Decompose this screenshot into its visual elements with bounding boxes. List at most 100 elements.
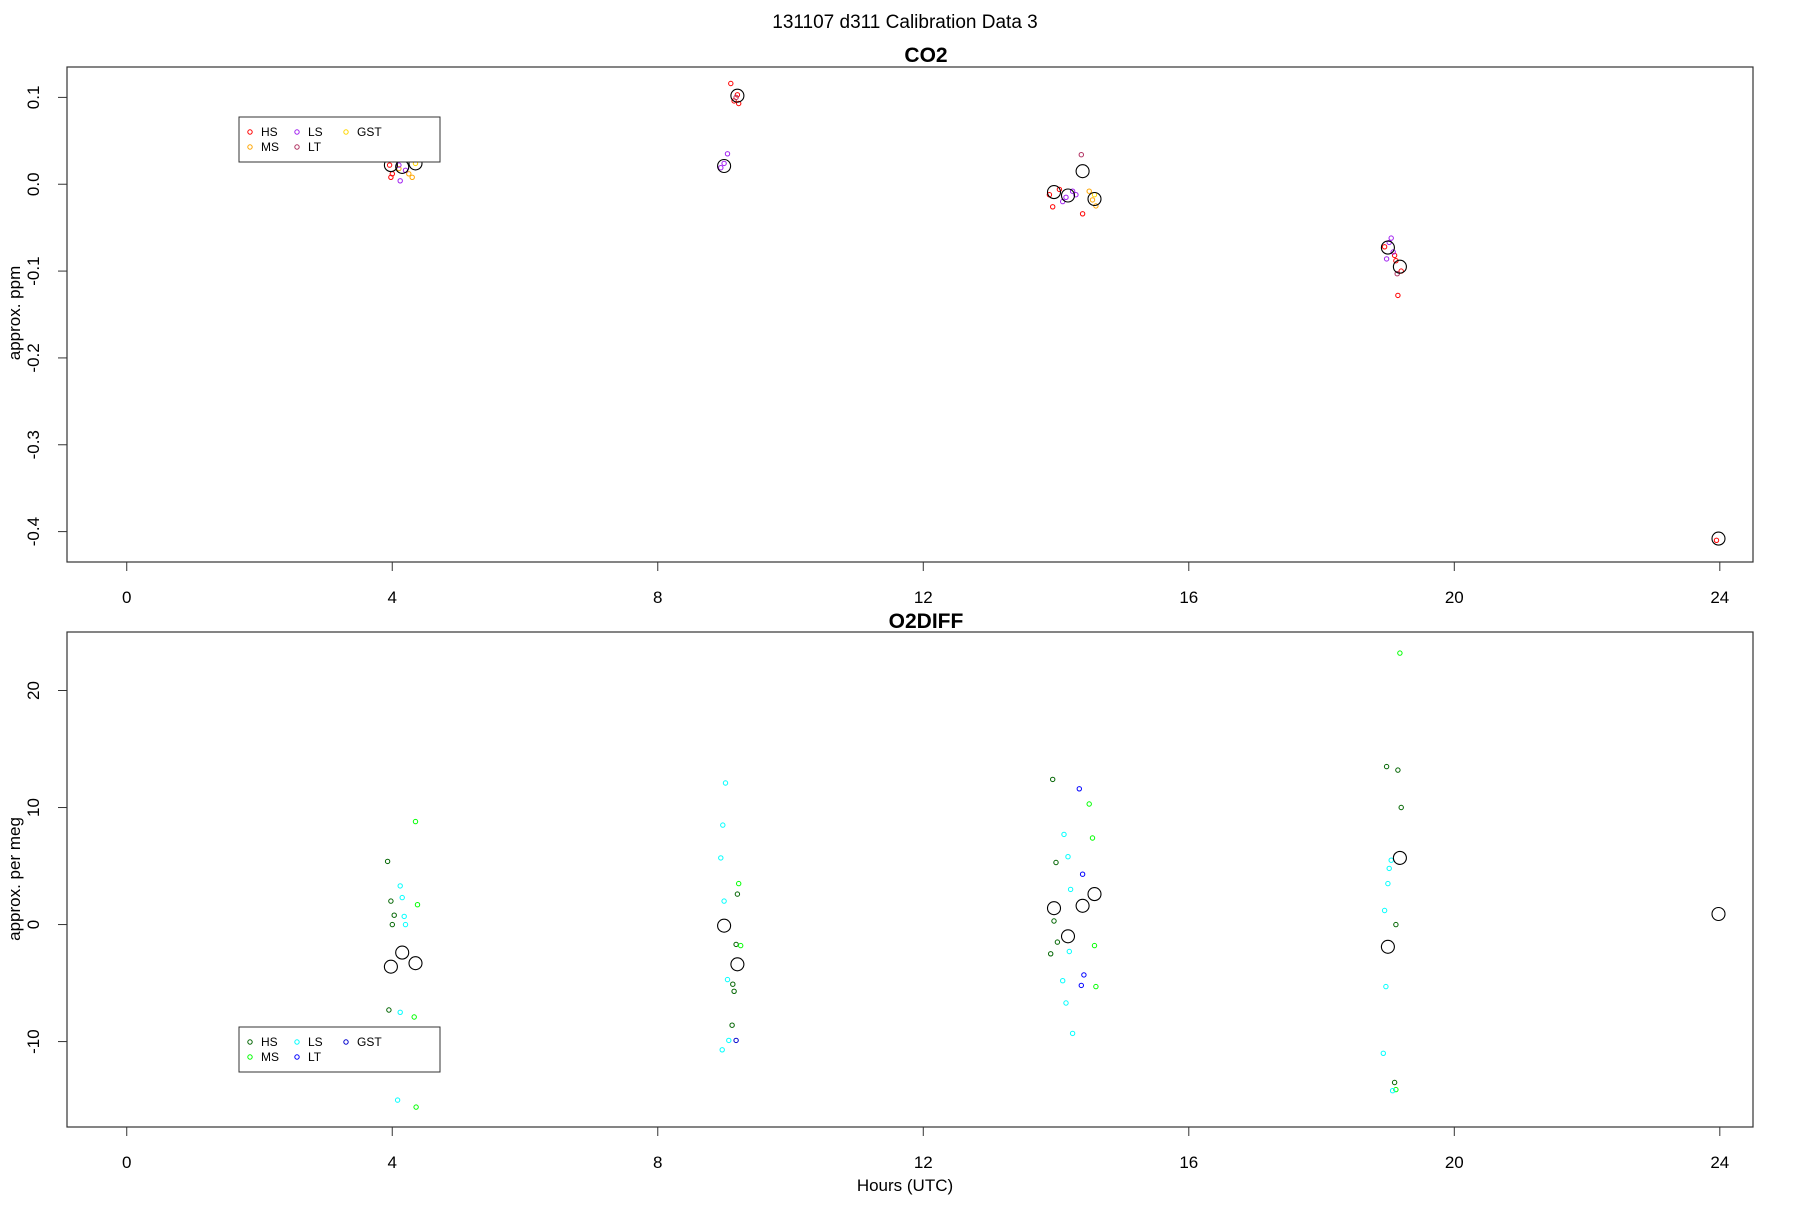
- co2-point-ls: [1390, 249, 1396, 255]
- o2diff-point-mean: [1087, 887, 1102, 902]
- o2diff-point-ls: [1381, 907, 1388, 914]
- co2-point-ms: [1086, 188, 1092, 194]
- o2diff-point-ls: [1069, 1030, 1076, 1037]
- co2-point-hs: [1079, 211, 1086, 217]
- o2diff-point-ms: [1091, 942, 1098, 949]
- o2diff-y-tick-label: 10: [24, 798, 43, 817]
- co2-legend-marker: [343, 129, 349, 135]
- o2diff-y-tick-label: 20: [24, 681, 43, 700]
- o2diff-ylabel: approx. per meg: [5, 817, 24, 941]
- o2diff-point-ls: [394, 1097, 401, 1103]
- o2diff-legend-label: LS: [308, 1035, 323, 1049]
- o2diff-panel-title: O2DIFF: [889, 610, 964, 633]
- co2-point-hs: [388, 174, 394, 181]
- o2diff-x-tick-label: 24: [1710, 1153, 1729, 1172]
- o2diff-x-tick-label: 0: [122, 1153, 131, 1172]
- o2diff-point-hs: [1383, 763, 1390, 770]
- co2-legend-label: LT: [308, 140, 322, 154]
- co2-point-ls: [1388, 235, 1394, 241]
- o2diff-point-hs: [388, 898, 394, 904]
- o2diff-point-mean: [395, 945, 410, 960]
- co2-legend-box: [238, 116, 441, 163]
- o2diff-point-ms: [1086, 801, 1092, 807]
- o2diff-point-ls: [1060, 978, 1066, 984]
- o2diff-point-ls: [726, 1037, 732, 1044]
- co2-legend-label: LS: [308, 125, 323, 139]
- o2diff-point-ls: [1380, 1050, 1387, 1057]
- o2diff-point-hs: [1393, 921, 1399, 928]
- o2diff-point-mean: [1392, 850, 1407, 865]
- o2diff-legend-marker: [294, 1039, 300, 1045]
- co2-y-tick-label: 0.0: [24, 172, 43, 196]
- o2diff-point-ls: [722, 780, 729, 786]
- co2-point-hs: [1381, 244, 1388, 250]
- o2diff-point-ls: [1066, 948, 1073, 955]
- o2diff-point-mean: [383, 959, 398, 974]
- o2diff-point-hs: [1395, 767, 1401, 773]
- o2diff-point-ls: [1063, 1000, 1069, 1006]
- co2-point-mean: [717, 158, 732, 174]
- o2diff-legend-marker: [343, 1039, 349, 1045]
- o2diff-point-hs: [1053, 859, 1059, 866]
- o2diff-y-tick-label: -10: [24, 1029, 43, 1054]
- o2diff-point-ls: [718, 855, 724, 861]
- o2diff-x-tick-label: 20: [1445, 1153, 1464, 1172]
- o2diff-point-ls: [401, 913, 407, 920]
- o2diff-point-mean: [1380, 939, 1395, 954]
- o2diff-point-ls: [402, 921, 409, 928]
- o2diff-point-hs: [733, 941, 739, 948]
- o2diff-point-ls: [399, 894, 405, 901]
- o2diff-point-ls: [720, 822, 726, 828]
- co2-point-mean: [1060, 188, 1076, 203]
- co2-x-tick-label: 8: [653, 588, 662, 607]
- x-axis-label: Hours (UTC): [857, 1176, 953, 1195]
- o2diff-x-tick-label: 4: [388, 1153, 397, 1172]
- co2-point-ls: [397, 178, 403, 184]
- co2-x-tick-label: 24: [1710, 588, 1729, 607]
- co2-point-mean: [1087, 191, 1102, 207]
- co2-point-mean: [1075, 164, 1090, 179]
- co2-point-lt: [1078, 152, 1085, 158]
- o2diff-point-hs: [391, 912, 397, 918]
- o2diff-x-tick-label: 16: [1179, 1153, 1198, 1172]
- co2-point-ls: [1383, 256, 1390, 262]
- o2diff-point-ms: [1093, 983, 1099, 990]
- co2-point-ms: [1089, 197, 1096, 203]
- o2diff-legend-label: LT: [308, 1050, 322, 1064]
- o2diff-point-ls: [1065, 854, 1071, 860]
- co2-point-ms: [406, 171, 412, 177]
- o2diff-point-mean: [1046, 901, 1062, 916]
- co2-legend-label: HS: [261, 125, 278, 139]
- co2-point-hs: [1056, 186, 1063, 193]
- co2-point-ls: [1073, 192, 1079, 198]
- o2diff-point-hs: [734, 891, 741, 897]
- o2diff-point-hs: [729, 1022, 735, 1028]
- co2-legend-marker: [294, 129, 300, 135]
- co2-point-ms: [409, 174, 415, 181]
- o2diff-point-lt: [1078, 982, 1085, 989]
- co2-legend-label: GST: [357, 125, 382, 139]
- co2-point-ls: [718, 165, 724, 171]
- o2diff-point-ms: [412, 818, 419, 825]
- o2diff-point-hs: [730, 981, 736, 987]
- o2diff-x-tick-label: 8: [653, 1153, 662, 1172]
- co2-x-tick-label: 16: [1179, 588, 1198, 607]
- co2-point-lt: [733, 94, 739, 101]
- co2-point-mean: [1380, 240, 1395, 255]
- co2-legend-label: MS: [261, 140, 279, 154]
- figure-title: 131107 d311 Calibration Data 3: [772, 12, 1038, 33]
- o2diff-point-mean: [1060, 929, 1076, 944]
- co2-point-mean: [730, 88, 745, 103]
- o2diff-legend-marker: [294, 1054, 300, 1060]
- co2-legend-marker: [294, 144, 300, 150]
- co2-x-tick-label: 0: [122, 588, 131, 607]
- o2diff-point-hs: [386, 1007, 392, 1013]
- o2diff-point-gst: [733, 1037, 739, 1044]
- o2diff-point-ls: [1385, 880, 1391, 887]
- o2diff-point-ls: [1067, 886, 1074, 893]
- o2diff-point-lt: [1081, 972, 1087, 978]
- co2-y-tick-label: -0.3: [24, 430, 43, 459]
- co2-point-hs: [736, 100, 742, 107]
- co2-ylabel: approx. ppm: [5, 266, 24, 361]
